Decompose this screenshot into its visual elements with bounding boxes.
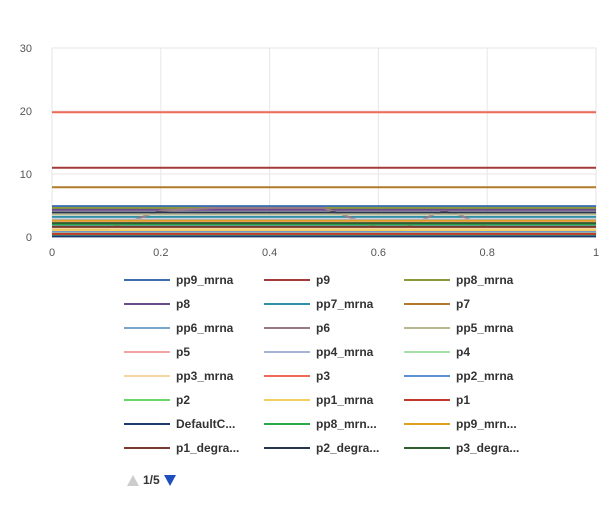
- legend-item[interactable]: pp9_mrna: [124, 270, 233, 290]
- legend-item[interactable]: p1_degra...: [124, 438, 239, 458]
- pager-up-arrow-icon[interactable]: [127, 474, 139, 486]
- legend-item[interactable]: p3: [264, 366, 330, 386]
- x-tick-label: 0.6: [371, 247, 386, 259]
- legend-swatch-icon: [124, 279, 170, 281]
- y-tick-label: 0: [26, 232, 32, 244]
- legend-label: p8: [176, 297, 191, 311]
- legend-label: pp4_mrna: [316, 345, 374, 359]
- legend-label: p1: [456, 393, 471, 407]
- legend-item[interactable]: pp6_mrna: [124, 318, 233, 338]
- legend-item[interactable]: pp2_mrna: [404, 366, 513, 386]
- legend-item[interactable]: pp1_mrna: [264, 390, 373, 410]
- legend-item[interactable]: p8: [124, 294, 190, 314]
- legend-label: pp2_mrna: [456, 369, 514, 383]
- legend-item[interactable]: DefaultC...: [124, 414, 235, 434]
- legend-swatch-icon: [404, 351, 450, 353]
- legend-swatch-icon: [264, 399, 310, 401]
- legend-swatch-icon: [124, 447, 170, 449]
- legend-item[interactable]: pp3_mrna: [124, 366, 233, 386]
- legend-label: pp8_mrn...: [316, 417, 377, 431]
- legend-swatch-icon: [404, 447, 450, 449]
- legend-pager: 1/5: [127, 473, 176, 487]
- legend-item[interactable]: p2: [124, 390, 190, 410]
- x-tick-label: 0.4: [262, 247, 277, 259]
- legend-label: pp8_mrna: [456, 273, 514, 287]
- legend-swatch-icon: [404, 375, 450, 377]
- legend-item[interactable]: pp8_mrna: [404, 270, 513, 290]
- legend-item[interactable]: p5: [124, 342, 190, 362]
- legend-label: p3: [316, 369, 331, 383]
- x-tick-label: 0.8: [480, 247, 495, 259]
- legend-swatch-icon: [264, 351, 310, 353]
- legend-swatch-icon: [124, 327, 170, 329]
- legend-label: pp3_mrna: [176, 369, 234, 383]
- legend-swatch-icon: [264, 327, 310, 329]
- legend-swatch-icon: [124, 399, 170, 401]
- pager-down-arrow-icon[interactable]: [163, 474, 176, 486]
- series-lines: [52, 111, 596, 238]
- legend-swatch-icon: [264, 303, 310, 305]
- x-tick-label: 0: [49, 247, 55, 259]
- legend-item[interactable]: p3_degra...: [404, 438, 519, 458]
- legend-swatch-icon: [404, 423, 450, 425]
- legend-label: pp5_mrna: [456, 321, 514, 335]
- legend-item[interactable]: p2_degra...: [264, 438, 379, 458]
- x-tick-label: 0.2: [153, 247, 168, 259]
- y-tick-label: 30: [20, 43, 32, 55]
- legend-swatch-icon: [264, 279, 310, 281]
- legend-label: pp6_mrna: [176, 321, 234, 335]
- legend-label: p6: [316, 321, 331, 335]
- legend-item[interactable]: p7: [404, 294, 470, 314]
- legend-swatch-icon: [404, 327, 450, 329]
- legend-swatch-icon: [264, 423, 310, 425]
- legend-swatch-icon: [124, 423, 170, 425]
- legend-swatch-icon: [404, 399, 450, 401]
- legend-swatch-icon: [264, 447, 310, 449]
- legend-item[interactable]: p1: [404, 390, 470, 410]
- legend-swatch-icon: [404, 279, 450, 281]
- legend-label: pp9_mrn...: [456, 417, 517, 431]
- legend-item[interactable]: pp4_mrna: [264, 342, 373, 362]
- legend-swatch-icon: [404, 303, 450, 305]
- legend-item[interactable]: pp5_mrna: [404, 318, 513, 338]
- x-tick-label: 1: [593, 247, 599, 259]
- legend-label: p2: [176, 393, 191, 407]
- pager-page-indicator: 1/5: [143, 473, 160, 487]
- y-tick-label: 20: [20, 106, 32, 118]
- legend-label: p2_degra...: [316, 441, 380, 455]
- legend-item[interactable]: pp9_mrn...: [404, 414, 517, 434]
- legend-item[interactable]: pp7_mrna: [264, 294, 373, 314]
- legend-label: pp7_mrna: [316, 297, 374, 311]
- legend-label: p3_degra...: [456, 441, 520, 455]
- legend-item[interactable]: pp8_mrn...: [264, 414, 377, 434]
- legend-swatch-icon: [124, 351, 170, 353]
- legend-item[interactable]: p9: [264, 270, 330, 290]
- legend-label: pp9_mrna: [176, 273, 234, 287]
- legend-label: p9: [316, 273, 331, 287]
- legend-label: p1_degra...: [176, 441, 240, 455]
- legend-swatch-icon: [124, 303, 170, 305]
- legend-swatch-icon: [124, 375, 170, 377]
- legend-item[interactable]: p4: [404, 342, 470, 362]
- legend-label: p7: [456, 297, 471, 311]
- legend-swatch-icon: [264, 375, 310, 377]
- legend-label: p5: [176, 345, 191, 359]
- legend-item[interactable]: p6: [264, 318, 330, 338]
- legend-label: pp1_mrna: [316, 393, 374, 407]
- legend-label: DefaultC...: [176, 417, 236, 431]
- legend-label: p4: [456, 345, 471, 359]
- y-tick-label: 10: [20, 169, 32, 181]
